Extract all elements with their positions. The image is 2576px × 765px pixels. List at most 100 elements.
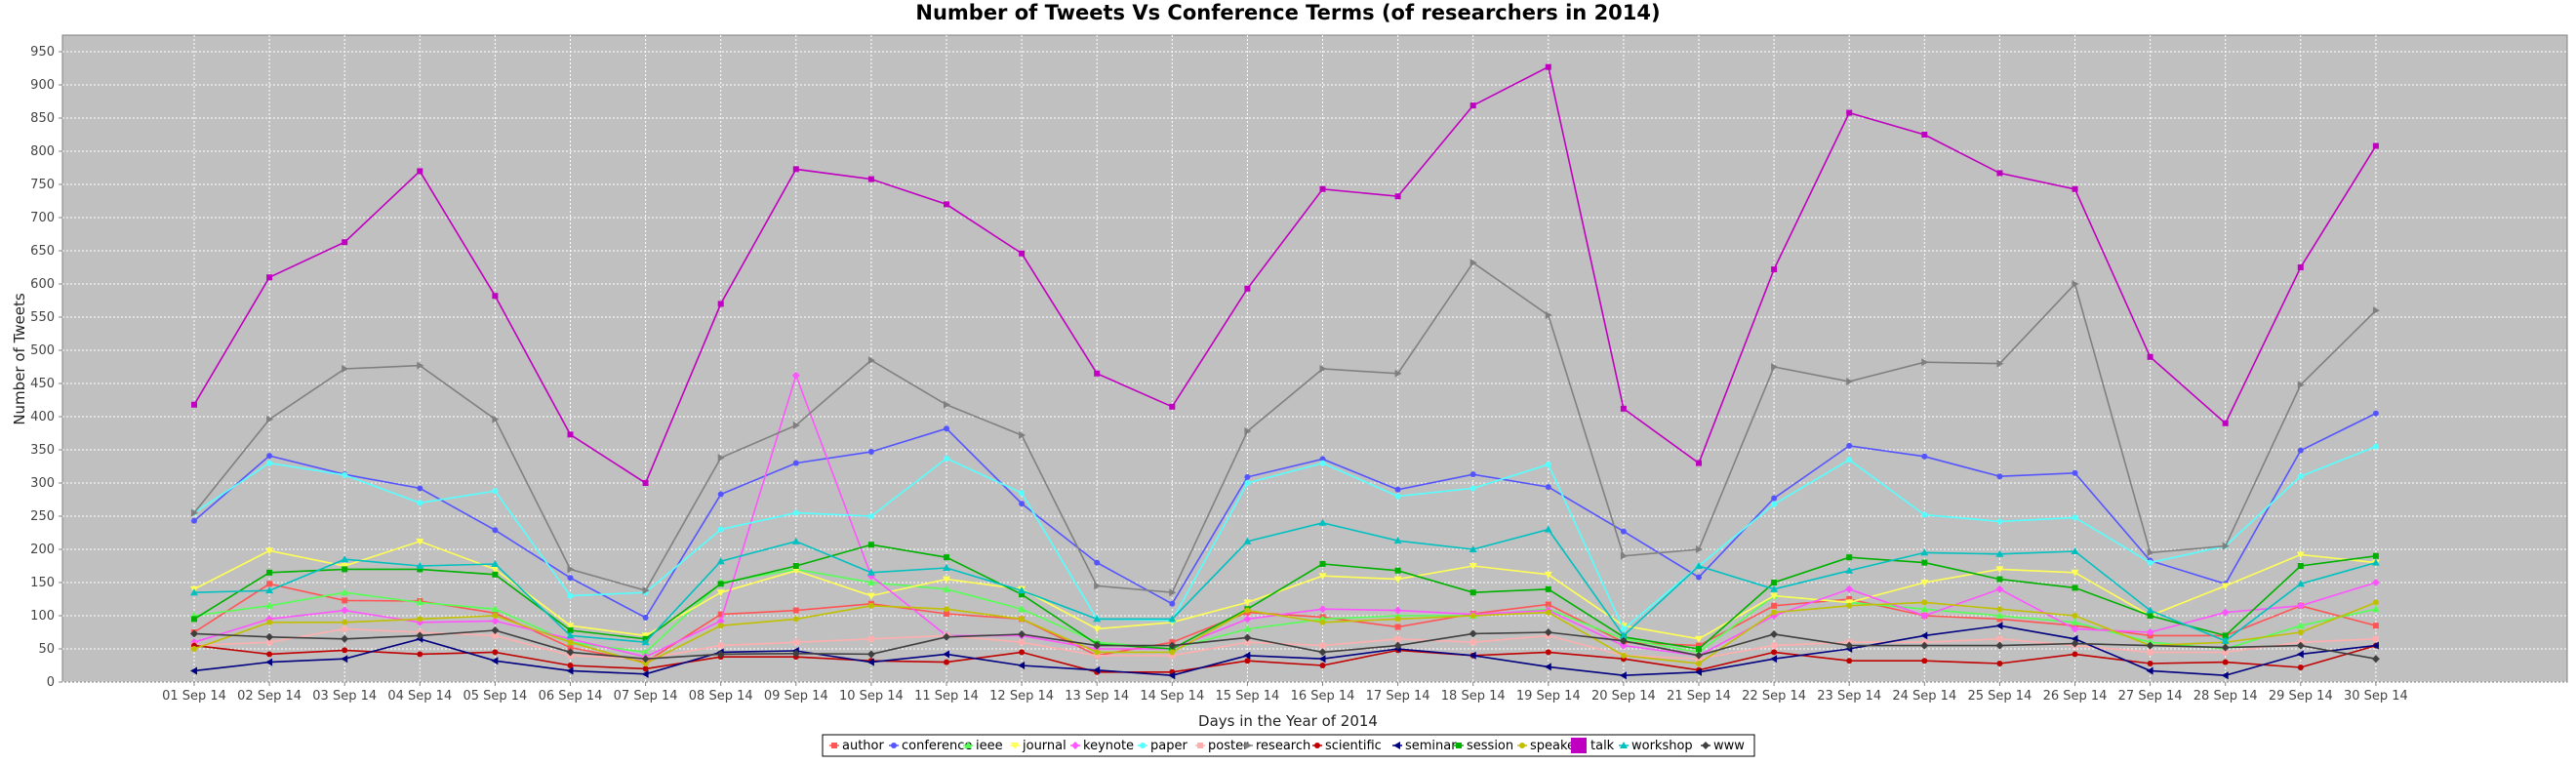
data-point-paper [867, 513, 874, 519]
x-tick-label: 30 Sep 14 [2344, 689, 2408, 704]
data-point-research [1996, 359, 2004, 368]
data-point-session [1696, 646, 1702, 652]
data-point-seminar [2371, 641, 2379, 650]
data-point-ieee [641, 648, 650, 656]
data-point-scientific [1319, 663, 1326, 668]
y-tick-label: 800 [30, 144, 55, 159]
x-tick-label: 22 Sep 14 [1742, 689, 1806, 704]
data-point-session [792, 563, 799, 569]
data-point-ieee [1018, 605, 1026, 613]
legend-marker-paper [1140, 743, 1146, 748]
legend-marker-keynote [1071, 742, 1079, 749]
x-tick-label: 13 Sep 14 [1065, 689, 1129, 704]
legend-marker-poster [1197, 743, 1203, 748]
y-tick-label: 700 [30, 211, 55, 225]
data-point-www [2221, 643, 2230, 652]
data-point-speaker [266, 619, 273, 625]
data-point-talk [492, 293, 499, 300]
legend-marker-scientific [1314, 743, 1320, 748]
y-tick-label: 50 [38, 642, 55, 657]
data-point-keynote [2296, 601, 2305, 610]
data-point-poster [717, 642, 724, 649]
data-point-www [1695, 651, 1703, 660]
x-axis-ticks: 01 Sep 14 02 Sep 14 03 Sep 14 04 Sep 14 05 S… [162, 682, 2408, 704]
data-point-keynote [716, 617, 725, 625]
legend-label-seminar: seminar [1405, 739, 1457, 753]
data-point-scientific [1921, 658, 1928, 664]
data-point-speaker [792, 616, 799, 623]
data-point-seminar [1695, 667, 1702, 676]
data-point-talk [191, 401, 197, 408]
data-point-research [1771, 363, 1779, 371]
legend-marker-ieee [964, 742, 972, 748]
legend-label-session: session [1467, 739, 1513, 753]
data-point-session [2072, 584, 2078, 591]
data-point-speaker [1469, 613, 1476, 619]
data-point-session [867, 542, 874, 548]
data-point-journal [1544, 571, 1552, 579]
data-point-workshop [716, 557, 725, 565]
x-tick-label: 27 Sep 14 [2118, 689, 2183, 704]
data-point-workshop [1018, 586, 1026, 594]
data-point-www [641, 655, 650, 664]
data-point-www [943, 632, 950, 641]
data-point-www [190, 629, 198, 638]
data-point-www [341, 634, 349, 643]
data-point-paper [2297, 473, 2304, 480]
series-workshop [190, 518, 2380, 646]
series-www [190, 625, 2380, 664]
y-tick-label: 850 [30, 111, 55, 126]
data-point-research [567, 565, 575, 574]
data-point-speaker [1771, 609, 1778, 616]
data-point-talk [642, 480, 649, 486]
data-point-ieee [491, 605, 500, 613]
data-point-ieee [265, 601, 274, 609]
data-point-session [417, 566, 423, 573]
plot-area [61, 34, 2568, 683]
data-point-research [1696, 545, 1703, 553]
data-point-poster [1394, 635, 1401, 642]
data-point-workshop [1243, 537, 1252, 544]
data-point-ieee [866, 579, 875, 585]
legend-label-talk: talk [1590, 739, 1615, 753]
data-point-research [717, 454, 725, 463]
data-point-poster [1319, 642, 1326, 649]
data-point-seminar [1018, 662, 1026, 669]
data-point-talk [1771, 266, 1778, 273]
data-point-author [567, 644, 574, 651]
data-point-author [2372, 623, 2379, 629]
data-point-research [2147, 548, 2154, 557]
series-talk [191, 63, 2379, 486]
data-point-www [1393, 641, 1402, 650]
data-point-talk [1921, 132, 1928, 138]
y-tick-label: 150 [30, 576, 55, 590]
data-point-conference [1469, 471, 1476, 478]
data-point-workshop [1168, 615, 1177, 623]
data-point-speaker [1019, 616, 1026, 623]
data-point-paper [2372, 443, 2379, 450]
legend-marker-session [1456, 743, 1462, 748]
x-tick-label: 11 Sep 14 [914, 689, 979, 704]
data-point-www [1920, 641, 1929, 650]
data-point-workshop [190, 588, 198, 596]
data-point-session [944, 554, 949, 561]
legend-label-author: author [842, 739, 884, 753]
data-point-workshop [1995, 549, 2004, 557]
data-point-conference [567, 575, 574, 582]
data-point-paper [2072, 514, 2078, 521]
data-point-www [1469, 629, 1477, 638]
data-point-speaker [642, 660, 649, 666]
data-point-workshop [1393, 537, 1402, 544]
data-point-speaker [1094, 649, 1101, 656]
data-point-scientific [642, 665, 649, 672]
data-point-workshop [1920, 548, 1929, 556]
data-point-workshop [641, 638, 650, 646]
data-point-research [2072, 280, 2079, 288]
x-tick-label: 15 Sep 14 [1215, 689, 1279, 704]
data-point-poster [1996, 635, 2003, 642]
data-point-seminar [2221, 671, 2229, 680]
data-point-session [1394, 567, 1401, 574]
legend-label-poster: poster [1208, 739, 1249, 753]
data-point-talk [1394, 193, 1401, 200]
data-point-seminar [341, 655, 348, 664]
